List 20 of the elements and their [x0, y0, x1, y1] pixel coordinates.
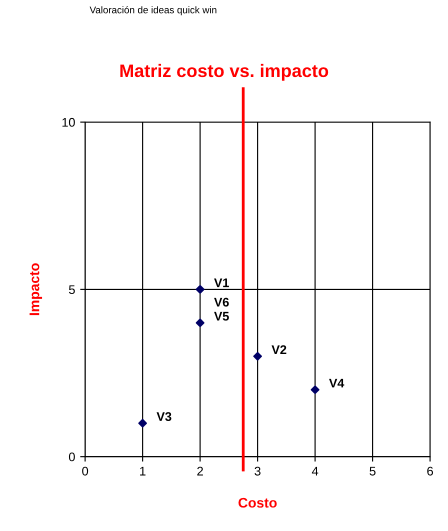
- annotation: V6: [214, 298, 229, 307]
- y-axis-title: Impacto: [30, 263, 42, 316]
- x-axis-title: Costo: [238, 498, 277, 508]
- y-tick-label: 10: [62, 118, 75, 127]
- annotation: V2: [272, 345, 286, 354]
- x-tick-label: 0: [82, 466, 88, 476]
- x-tick-label: 5: [370, 466, 376, 476]
- x-tick-label: 1: [140, 466, 146, 476]
- x-tick-label: 3: [254, 466, 261, 476]
- annotation: V5: [214, 312, 229, 321]
- x-tick-label: 6: [427, 466, 434, 476]
- annotation: V4: [329, 378, 344, 388]
- chart-subtitle: Valoración de ideas quick win: [90, 6, 216, 16]
- annotation: V3: [156, 412, 172, 422]
- x-tick-label: 4: [312, 466, 318, 476]
- chart-title: Matriz costo vs. impacto: [120, 64, 328, 81]
- x-tick-label: 2: [197, 466, 203, 476]
- annotation: V1: [214, 278, 229, 288]
- y-tick-label: 5: [68, 285, 75, 294]
- y-tick-label: 0: [68, 452, 75, 462]
